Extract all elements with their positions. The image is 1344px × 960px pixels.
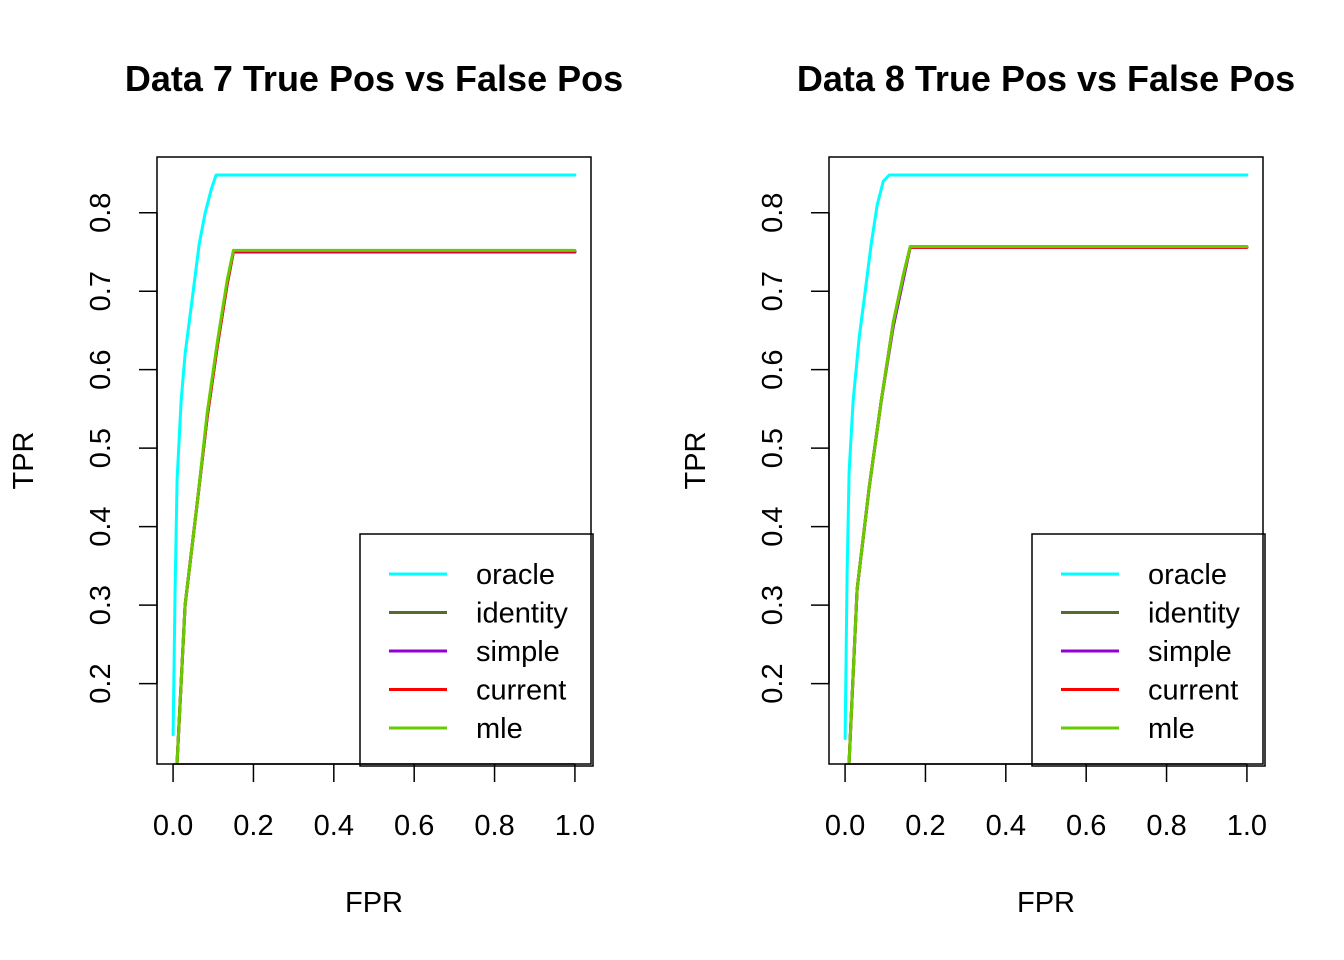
x-tick-label: 0.2 <box>905 810 945 842</box>
y-tick-label: 0.7 <box>757 271 789 311</box>
y-axis-label: TPR <box>8 432 40 490</box>
series-group <box>171 173 577 764</box>
x-tick-label: 0.6 <box>394 810 434 842</box>
y-tick-label: 0.8 <box>85 193 117 233</box>
legend-label-oracle: oracle <box>476 559 555 591</box>
chart-panel-1: Data 7 True Pos vs False Pos oracle identi… <box>8 58 623 919</box>
y-tick-label: 0.7 <box>85 271 117 311</box>
y-axis: 0.2 0.3 0.4 0.5 0.6 0.7 0.8 TPR <box>680 193 830 704</box>
legend-label-mle: mle <box>476 713 523 745</box>
chart-title: Data 7 True Pos vs False Pos <box>125 58 623 99</box>
x-tick-label: 0.8 <box>1146 810 1186 842</box>
x-tick-label: 0.4 <box>986 810 1026 842</box>
x-tick-label: 0.4 <box>314 810 354 842</box>
y-axis-label: TPR <box>680 432 712 490</box>
y-tick-label: 0.3 <box>757 585 789 625</box>
y-tick-label: 0.8 <box>757 193 789 233</box>
legend-label-current: current <box>1148 675 1238 707</box>
x-axis: 0.0 0.2 0.4 0.6 0.8 1.0 FPR <box>825 763 1267 919</box>
series-line-mle <box>175 248 577 764</box>
x-tick-label: 0.2 <box>233 810 273 842</box>
x-tick-label: 0.6 <box>1066 810 1106 842</box>
y-tick-label: 0.4 <box>85 506 117 546</box>
series-group <box>843 173 1249 764</box>
series-line-oracle <box>843 173 1249 740</box>
y-tick-label: 0.4 <box>757 506 789 546</box>
legend-label-simple: simple <box>476 636 560 668</box>
x-axis: 0.0 0.2 0.4 0.6 0.8 1.0 FPR <box>153 763 595 919</box>
y-tick-label: 0.5 <box>757 428 789 468</box>
legend-label-oracle: oracle <box>1148 559 1227 591</box>
legend-label-current: current <box>476 675 566 707</box>
x-axis-label: FPR <box>345 887 403 919</box>
x-tick-label: 1.0 <box>1227 810 1267 842</box>
y-tick-label: 0.6 <box>757 350 789 390</box>
x-tick-label: 0.8 <box>474 810 514 842</box>
legend-label-identity: identity <box>1148 598 1240 630</box>
chart-title: Data 8 True Pos vs False Pos <box>797 58 1295 99</box>
x-tick-label: 1.0 <box>555 810 595 842</box>
y-tick-label: 0.5 <box>85 428 117 468</box>
x-tick-label: 0.0 <box>825 810 865 842</box>
y-tick-label: 0.6 <box>85 350 117 390</box>
series-line-oracle <box>171 173 577 737</box>
legend-label-mle: mle <box>1148 713 1195 745</box>
legend-label-identity: identity <box>476 598 568 630</box>
y-axis: 0.2 0.3 0.4 0.5 0.6 0.7 0.8 TPR <box>8 193 158 704</box>
x-axis-label: FPR <box>1017 887 1075 919</box>
x-tick-label: 0.0 <box>153 810 193 842</box>
y-tick-label: 0.3 <box>85 585 117 625</box>
y-tick-label: 0.2 <box>757 663 789 703</box>
chart-panel-2: Data 8 True Pos vs False Pos oracle identi… <box>680 58 1295 919</box>
legend: oracle identity simple current mle <box>359 533 594 767</box>
legend-label-simple: simple <box>1148 636 1232 668</box>
series-line-mle <box>847 245 1249 764</box>
legend: oracle identity simple current mle <box>1031 533 1266 767</box>
y-tick-label: 0.2 <box>85 663 117 703</box>
